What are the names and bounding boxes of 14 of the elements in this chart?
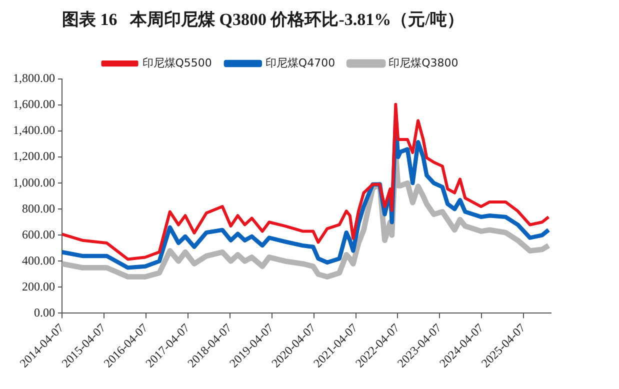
- y-tick-label: 400.00: [22, 253, 55, 268]
- y-tick-label: 1,400.00: [13, 123, 55, 138]
- y-tick-label: 600.00: [22, 227, 55, 242]
- legend-label: 印尼煤Q3800: [388, 56, 458, 70]
- chart-title: 图表 16 本周印尼煤 Q3800 价格环比-3.81%（元/吨）: [62, 9, 464, 31]
- y-tick-label: 1,800.00: [13, 71, 55, 86]
- legend-label: 印尼煤Q5500: [142, 56, 212, 70]
- y-tick-label: 1,000.00: [13, 175, 55, 190]
- y-tick-label: 800.00: [22, 201, 55, 216]
- y-tick-label: 200.00: [22, 279, 55, 294]
- y-tick-label: 1,200.00: [13, 149, 55, 164]
- y-tick-label: 1,600.00: [13, 97, 55, 112]
- y-tick-label: 0.00: [34, 305, 55, 320]
- legend-label: 印尼煤Q4700: [265, 56, 336, 70]
